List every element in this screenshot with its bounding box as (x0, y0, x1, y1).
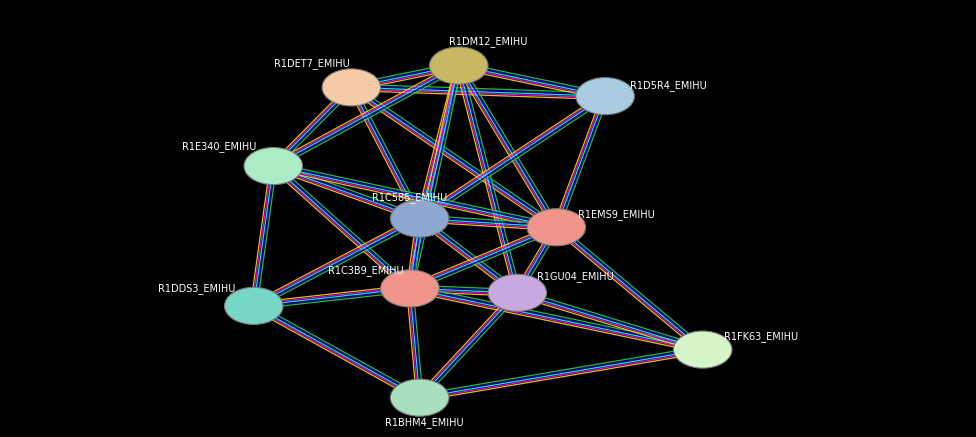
Ellipse shape (576, 78, 634, 114)
Text: R1D5R4_EMIHU: R1D5R4_EMIHU (630, 80, 707, 90)
Text: R1FK63_EMIHU: R1FK63_EMIHU (724, 331, 798, 342)
Text: R1EMS9_EMIHU: R1EMS9_EMIHU (579, 210, 655, 220)
Text: R1BHM4_EMIHU: R1BHM4_EMIHU (386, 418, 464, 428)
Ellipse shape (673, 331, 732, 368)
Ellipse shape (381, 270, 439, 307)
Ellipse shape (429, 47, 488, 84)
Text: R1GU04_EMIHU: R1GU04_EMIHU (538, 271, 614, 281)
Ellipse shape (527, 209, 586, 246)
Text: R1E340_EMIHU: R1E340_EMIHU (183, 141, 257, 152)
Ellipse shape (224, 288, 283, 324)
Text: R1DM12_EMIHU: R1DM12_EMIHU (449, 36, 527, 47)
Ellipse shape (488, 274, 547, 311)
Ellipse shape (390, 200, 449, 237)
Text: R1DDS3_EMIHU: R1DDS3_EMIHU (158, 283, 236, 294)
Text: R1C585_EMIHU: R1C585_EMIHU (372, 192, 448, 203)
Ellipse shape (322, 69, 381, 106)
Ellipse shape (390, 379, 449, 416)
Text: R1C3B9_EMIHU: R1C3B9_EMIHU (328, 266, 404, 276)
Text: R1DET7_EMIHU: R1DET7_EMIHU (274, 58, 350, 69)
Ellipse shape (244, 148, 303, 184)
